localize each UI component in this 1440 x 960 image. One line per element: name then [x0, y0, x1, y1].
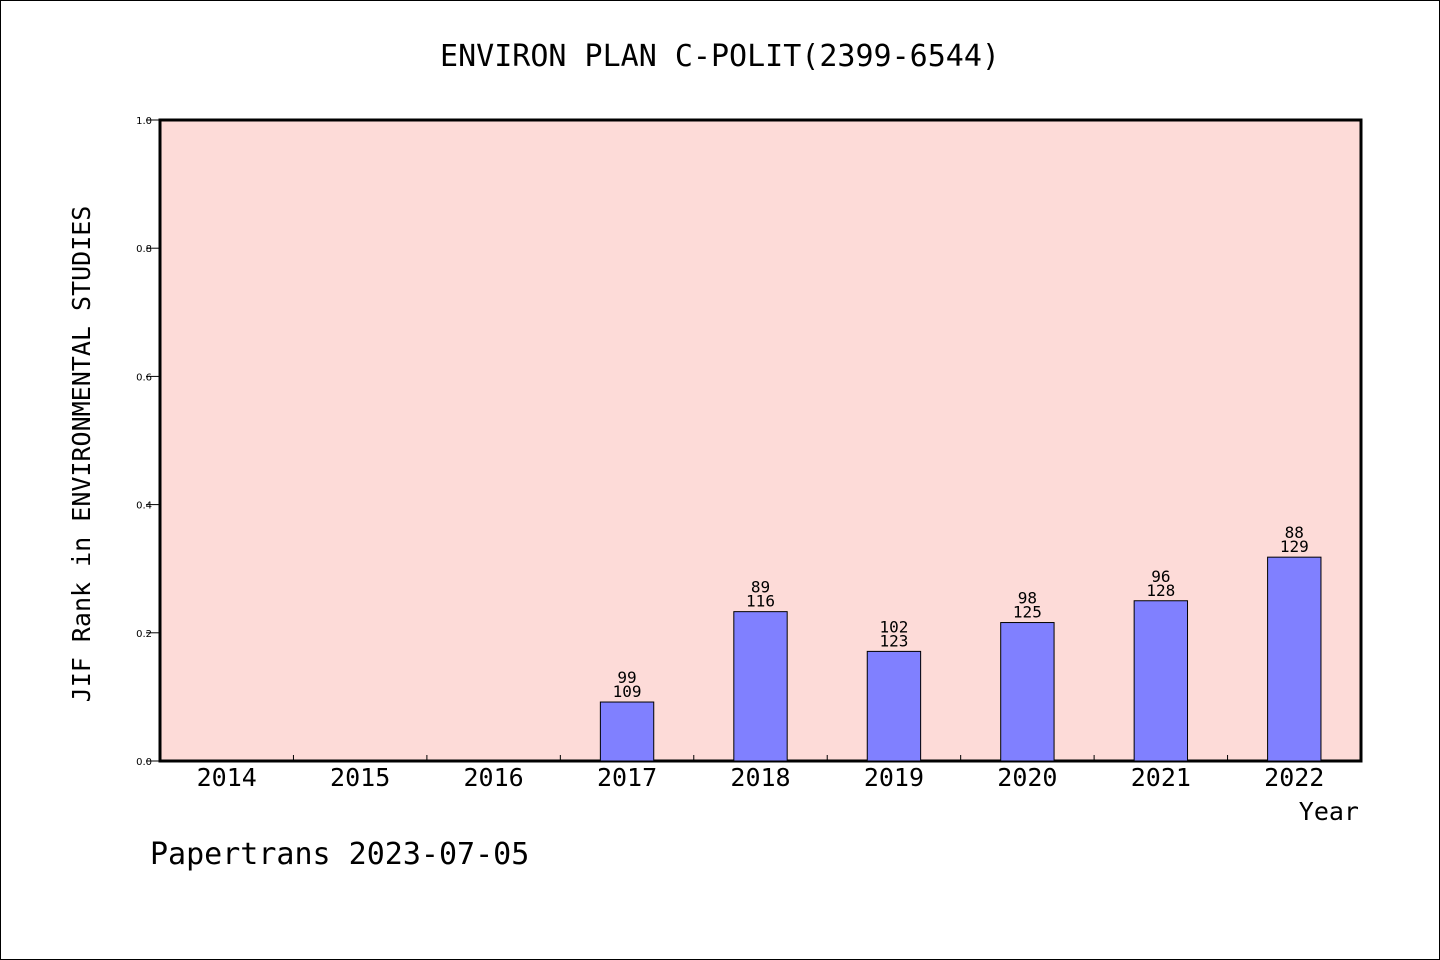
bar [1267, 556, 1322, 762]
y-axis-label: JIF Rank in ENVIRONMENTAL STUDIES [67, 206, 96, 703]
y-axis: 0.0 0.2 0.4 0.6 0.8 1.0 [136, 116, 160, 768]
bar [1133, 600, 1189, 762]
x-axis-label: Year [1299, 797, 1359, 826]
footer-text: Papertrans 2023-07-05 [150, 837, 529, 872]
x-tick-label: 2017 [597, 763, 657, 792]
x-tick-label: 2021 [1131, 763, 1191, 792]
bar-total-label: 109 [613, 682, 642, 701]
bar-rank-label: 98 [1018, 589, 1037, 608]
bar [599, 701, 655, 762]
bar [866, 650, 922, 762]
x-tick-label: 2015 [330, 763, 390, 792]
y-tick-label: 0.6 [136, 372, 152, 383]
bar [1000, 622, 1055, 762]
bar-rank-label: 99 [617, 668, 636, 687]
bar-total-label: 116 [746, 592, 775, 611]
bar-total-label: 125 [1013, 603, 1042, 622]
x-tick-label: 2020 [997, 763, 1057, 792]
y-tick-label: 1.0 [136, 116, 152, 127]
bar-total-label: 129 [1280, 537, 1309, 556]
chart-title: ENVIRON PLAN C-POLIT(2399-6544) [440, 39, 1000, 74]
x-tick-label: 2022 [1264, 763, 1324, 792]
bar-total-label: 128 [1146, 581, 1175, 600]
x-tick-label: 2014 [197, 763, 257, 792]
bar-rank-label: 102 [879, 617, 908, 636]
bar [733, 611, 788, 762]
y-tick-label: 0.0 [136, 757, 152, 768]
bar-rank-label: 88 [1285, 523, 1304, 542]
x-axis: 2014 2015 2016 2017 2018 2019 2020 2021 2022 [197, 755, 1324, 792]
y-tick-label: 0.2 [136, 629, 152, 640]
x-tick-label: 2018 [730, 763, 790, 792]
x-tick-label: 2019 [864, 763, 924, 792]
bar-rank-label: 89 [751, 578, 770, 597]
x-tick-label: 2016 [464, 763, 524, 792]
y-tick-label: 0.8 [136, 244, 152, 255]
bar-total-label: 123 [879, 631, 908, 650]
y-tick-label: 0.4 [136, 501, 152, 512]
bar-rank-label: 96 [1151, 567, 1170, 586]
